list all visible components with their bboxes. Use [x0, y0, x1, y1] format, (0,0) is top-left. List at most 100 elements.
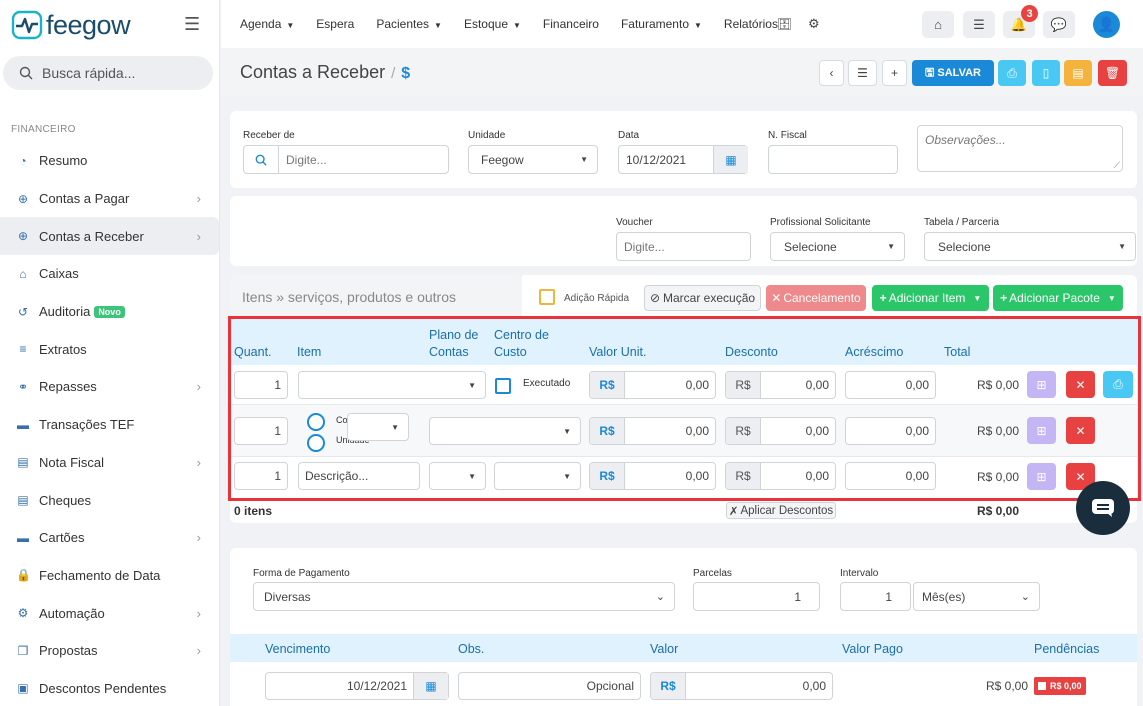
save-button[interactable]: 🖫 SALVAR — [912, 60, 994, 86]
chat-widget-button[interactable] — [1076, 481, 1130, 535]
installment-valor-input[interactable]: R$ 0,00 — [650, 672, 833, 700]
row1-print-button[interactable]: ⎙ — [1103, 371, 1133, 398]
nav-item-financeiro[interactable]: Financeiro — [543, 17, 599, 31]
print-button[interactable]: ⎙ — [998, 60, 1026, 86]
row3-centro-select[interactable]: ▼ — [494, 462, 581, 490]
receber-de-field[interactable]: Digite... — [243, 145, 449, 174]
row3-valor-input[interactable]: R$ 0,00 — [589, 462, 716, 490]
row3-plano-select[interactable]: ▼ — [429, 462, 486, 490]
row1-quant-input[interactable]: 1 — [234, 371, 288, 399]
sidebar-item-cheques[interactable]: ▤ Cheques — [0, 481, 219, 519]
sidebar-item-repasses[interactable]: ⚭ Repasses › — [0, 368, 219, 406]
calendar-icon[interactable]: ▦ — [713, 146, 748, 173]
aplicar-descontos-button[interactable]: ✗ Aplicar Descontos — [726, 502, 836, 519]
vencimento-value[interactable]: 10/12/2021 — [346, 679, 407, 693]
sidebar-item-nota-fiscal[interactable]: ▤ Nota Fiscal › — [0, 444, 219, 482]
row3-details-button[interactable]: ⊞ — [1027, 463, 1056, 490]
data-field[interactable]: 10/12/2021 ▦ — [618, 145, 748, 174]
nav-item-faturamento[interactable]: Faturamento ▼ — [621, 17, 702, 31]
row2-radio-2[interactable] — [307, 434, 325, 452]
hamburger-menu-icon[interactable]: ☰ — [184, 14, 201, 34]
sidebar-item-fechamento-de-data[interactable]: 🔒 Fechamento de Data — [0, 557, 219, 595]
row3-quant-input[interactable]: 1 — [234, 462, 288, 490]
sidebar-item-contas-a-receber[interactable]: ⊕ Contas a Receber › — [0, 217, 219, 256]
resize-handle-icon[interactable]: ⟋ — [1113, 160, 1120, 170]
search-input[interactable]: Busca rápida... — [42, 65, 136, 81]
feegow-logo[interactable]: feegow — [11, 9, 131, 41]
row2-details-button[interactable]: ⊞ — [1027, 417, 1056, 444]
nav-item-espera[interactable]: Espera — [316, 17, 354, 31]
parcelas-input[interactable]: 1 — [693, 582, 820, 611]
sidebar-item-auditoria[interactable]: ↺ Auditoria Novo — [0, 293, 219, 331]
gear-icon[interactable]: ⚙ — [808, 16, 820, 31]
cancelamento-button[interactable]: ✕ Cancelamento — [766, 285, 866, 311]
back-button[interactable]: ‹ — [819, 60, 844, 86]
nav-item-relat-rios[interactable]: Relatórios — [724, 17, 778, 31]
row1-remove-button[interactable]: ✕ — [1066, 371, 1095, 398]
sidebar-item-caixas[interactable]: ⌂ Caixas — [0, 255, 219, 293]
receipt-button[interactable]: ▤ — [1064, 60, 1092, 86]
row2-desconto-input[interactable]: R$ 0,00 — [725, 417, 836, 445]
row3-descricao-input[interactable]: Descrição... — [298, 462, 420, 490]
nfiscal-input[interactable] — [768, 145, 898, 174]
sidebar-item-cart-es[interactable]: ▬ Cartões › — [0, 519, 219, 557]
row1-item-select[interactable]: ▼ — [298, 371, 486, 399]
quick-search[interactable]: Busca rápida... — [3, 56, 213, 90]
user-avatar[interactable]: 👤 — [1093, 11, 1120, 38]
currency-addon[interactable]: R$ — [726, 463, 761, 489]
adicionar-pacote-button[interactable]: + Adicionar Pacote ▼ — [993, 285, 1123, 311]
nav-item-estoque[interactable]: Estoque ▼ — [464, 17, 521, 31]
sidebar-item-automa-o[interactable]: ⚙ Automação › — [0, 594, 219, 632]
row2-valor-input[interactable]: R$ 0,00 — [589, 417, 716, 445]
row1-desconto-input[interactable]: R$ 0,00 — [725, 371, 836, 399]
row2-remove-button[interactable]: ✕ — [1066, 417, 1095, 444]
sidebar-item-propostas[interactable]: ❐ Propostas › — [0, 632, 219, 670]
currency-addon[interactable]: R$ — [726, 372, 761, 398]
marcar-execucao-button[interactable]: ⊘ Marcar execução — [644, 285, 761, 311]
sidebar-item-resumo[interactable]: ◔ Resumo — [0, 142, 219, 180]
row1-acrescimo-input[interactable]: 0,00 — [845, 371, 936, 399]
sidebar-item-transa-es-tef[interactable]: ▬ Transações TEF — [0, 406, 219, 444]
sidebar-item-extratos[interactable]: ≡ Extratos — [0, 330, 219, 368]
pendencia-badge[interactable]: R$ 0,00 — [1034, 677, 1086, 695]
intervalo-unit-select[interactable]: Mês(es) ⌄ — [913, 582, 1040, 611]
tasks-button[interactable]: ☰ — [963, 11, 995, 38]
calendar-icon[interactable]: ▦ — [413, 673, 448, 699]
voucher-input[interactable]: Digite... — [616, 232, 751, 261]
unidade-select[interactable]: Feegow ▼ — [468, 145, 598, 174]
vencimento-field[interactable]: 10/12/2021 ▦ — [265, 672, 449, 700]
row2-acrescimo-input[interactable]: 0,00 — [845, 417, 936, 445]
profissional-select[interactable]: Selecione ▼ — [770, 232, 905, 261]
row3-acrescimo-input[interactable]: 0,00 — [845, 462, 936, 490]
adicionar-item-button[interactable]: + Adicionar Item ▼ — [872, 285, 989, 311]
notifications-button[interactable]: 🔔 3 — [1003, 5, 1038, 38]
adicao-rapida-checkbox[interactable] — [539, 289, 555, 305]
row2-plano-select[interactable]: ▼ — [429, 417, 581, 445]
obs-input[interactable]: Opcional — [458, 672, 641, 700]
row2-radio-1[interactable] — [307, 413, 325, 431]
row2-item-select[interactable]: ▼ — [347, 413, 409, 441]
list-button[interactable]: ☰ — [848, 60, 877, 86]
row3-desconto-input[interactable]: R$ 0,00 — [725, 462, 836, 490]
currency-addon[interactable]: R$ — [726, 418, 761, 444]
observacoes-textarea[interactable]: Observações... ⟋ — [917, 125, 1123, 172]
sidebar-item-contas-a-pagar[interactable]: ⊕ Contas a Pagar › — [0, 180, 219, 218]
row2-quant-input[interactable]: 1 — [234, 417, 288, 445]
receber-de-input[interactable]: Digite... — [286, 152, 327, 167]
intervalo-input[interactable]: 1 — [840, 582, 911, 611]
nav-item-agenda[interactable]: Agenda ▼ — [240, 17, 294, 31]
forma-pagamento-select[interactable]: Diversas ⌄ — [253, 582, 675, 611]
sidebar-item-descontos-pendentes[interactable]: ▣ Descontos Pendentes — [0, 670, 219, 706]
tabela-select[interactable]: Selecione ▼ — [924, 232, 1136, 261]
add-button[interactable]: + — [882, 60, 907, 86]
row1-details-button[interactable]: ⊞ — [1027, 371, 1056, 398]
inbox-button[interactable]: ⌂ — [922, 11, 954, 38]
database-icon[interactable]: 🗄 — [777, 17, 793, 31]
data-value[interactable]: 10/12/2021 — [626, 152, 687, 167]
document-button[interactable]: ▯ — [1032, 60, 1060, 86]
nav-item-pacientes[interactable]: Pacientes ▼ — [376, 17, 442, 31]
chat-button[interactable]: 💬 — [1043, 11, 1075, 38]
delete-button[interactable]: 🗑 — [1098, 60, 1127, 86]
row1-executado-checkbox[interactable] — [495, 378, 511, 394]
row1-valor-input[interactable]: R$ 0,00 — [589, 371, 716, 399]
